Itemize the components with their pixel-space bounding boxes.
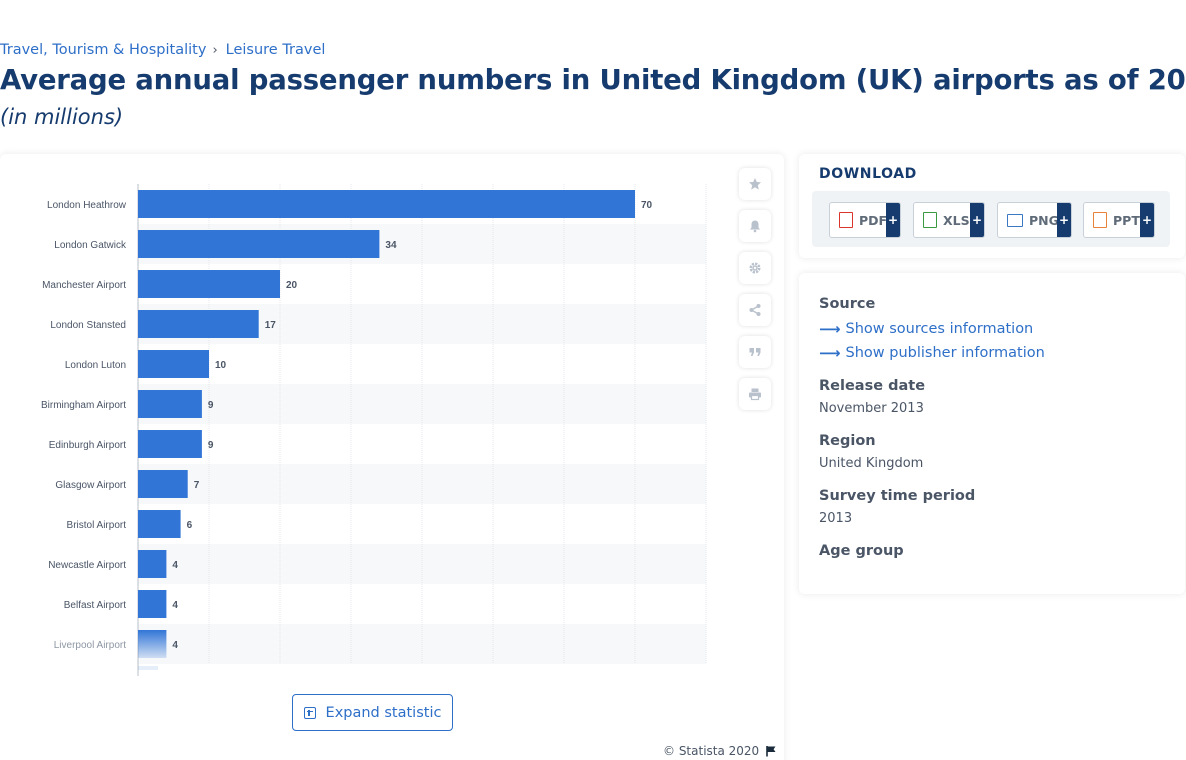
expand-label: Expand statistic — [325, 704, 442, 721]
bar — [138, 230, 380, 258]
data-label: 6 — [187, 520, 193, 531]
data-label: 20 — [286, 280, 298, 291]
copyright: © Statista 2020 — [663, 744, 777, 758]
category-label: London Luton — [65, 360, 126, 371]
info-panel: Source ⟶ Show sources information ⟶ Show… — [799, 273, 1185, 594]
bar-cutoff — [138, 666, 158, 670]
bar — [138, 310, 259, 338]
category-label: London Stansted — [50, 320, 126, 331]
category-label: Liverpool Airport — [54, 640, 126, 651]
chart-card: London Heathrow 70 London Gatwick 34 Manches… — [0, 154, 784, 760]
bar — [138, 350, 209, 378]
settings-button[interactable] — [739, 252, 771, 284]
data-label: 10 — [215, 360, 227, 371]
share-button[interactable] — [739, 294, 771, 326]
quote-icon — [749, 348, 761, 356]
release-date-value: November 2013 — [819, 401, 924, 416]
survey-period-value: 2013 — [819, 511, 853, 526]
download-pdf-label: PDF — [859, 212, 888, 228]
bell-icon — [750, 220, 760, 233]
bar — [138, 390, 202, 418]
breadcrumb-separator: › — [212, 42, 218, 58]
category-label: London Heathrow — [47, 200, 127, 211]
bar — [138, 270, 280, 298]
category-label: London Gatwick — [54, 240, 127, 251]
download-strip: PDF + XLS + PNG + PPT + — [812, 191, 1170, 247]
download-title: DOWNLOAD — [819, 166, 917, 182]
ppt-file-icon — [1093, 212, 1107, 228]
category-label: Bristol Airport — [67, 520, 127, 531]
data-label: 4 — [172, 560, 178, 571]
data-label: 4 — [172, 600, 178, 611]
category-label: Birmingham Airport — [41, 400, 126, 411]
download-xls-plus: + — [970, 203, 984, 237]
cite-button[interactable] — [739, 336, 771, 368]
show-sources-link[interactable]: ⟶ Show sources information — [819, 320, 1033, 338]
data-label: 4 — [172, 640, 178, 651]
expand-statistic-button[interactable]: Expand statistic — [292, 694, 453, 731]
pdf-file-icon — [839, 212, 853, 228]
bar-chart: London Heathrow 70 London Gatwick 34 Manches… — [41, 184, 707, 676]
bar — [138, 510, 181, 538]
show-publisher-link[interactable]: ⟶ Show publisher information — [819, 344, 1045, 362]
survey-period-heading: Survey time period — [819, 488, 976, 504]
download-png-label: PNG — [1029, 212, 1059, 228]
flag-icon[interactable] — [765, 745, 777, 757]
category-label: Belfast Airport — [64, 600, 126, 611]
bar — [138, 190, 635, 218]
category-label: Glasgow Airport — [55, 480, 126, 491]
notification-button[interactable] — [739, 210, 771, 242]
show-sources-label: Show sources information — [845, 321, 1034, 337]
star-icon — [749, 178, 761, 190]
download-ppt-label: PPT — [1113, 212, 1140, 228]
release-date-heading: Release date — [819, 378, 926, 394]
data-label: 9 — [208, 400, 214, 411]
print-button[interactable] — [739, 378, 771, 410]
bar — [138, 470, 188, 498]
source-heading: Source — [819, 296, 876, 312]
xls-file-icon — [923, 212, 937, 228]
print-icon — [749, 388, 761, 401]
category-label: Manchester Airport — [42, 280, 126, 291]
share-icon — [749, 304, 761, 316]
category-label: Edinburgh Airport — [49, 440, 126, 451]
png-file-icon — [1007, 213, 1023, 227]
breadcrumb: Travel, Tourism & Hospitality › Leisure … — [0, 42, 325, 58]
gear-icon — [749, 262, 761, 274]
download-ppt-button[interactable]: PPT + — [1083, 202, 1155, 238]
page-subtitle: (in millions) — [0, 105, 124, 129]
download-xls-label: XLS — [943, 212, 970, 228]
arrow-right-icon: ⟶ — [819, 320, 841, 338]
download-png-plus: + — [1057, 203, 1071, 237]
bar — [138, 550, 167, 578]
download-ppt-plus: + — [1140, 203, 1154, 237]
copyright-text[interactable]: © Statista 2020 — [663, 744, 760, 758]
download-pdf-button[interactable]: PDF + — [829, 202, 901, 238]
data-label: 70 — [641, 200, 653, 211]
bar — [138, 630, 167, 658]
data-label: 9 — [208, 440, 214, 451]
breadcrumb-link-travel[interactable]: Travel, Tourism & Hospitality — [0, 42, 207, 58]
age-group-heading: Age group — [819, 543, 904, 559]
category-label: Newcastle Airport — [48, 560, 126, 571]
download-png-button[interactable]: PNG + — [997, 202, 1072, 238]
region-heading: Region — [819, 433, 876, 449]
show-publisher-label: Show publisher information — [845, 345, 1045, 361]
chart-toolbar — [739, 168, 771, 420]
expand-icon — [303, 706, 316, 719]
download-xls-button[interactable]: XLS + — [913, 202, 985, 238]
download-panel: DOWNLOAD PDF + XLS + PNG + PPT + — [799, 154, 1185, 258]
bar — [138, 430, 202, 458]
data-label: 17 — [265, 320, 277, 331]
breadcrumb-link-leisure[interactable]: Leisure Travel — [225, 42, 326, 58]
region-value: United Kingdom — [819, 456, 924, 471]
data-label: 34 — [385, 240, 397, 251]
download-pdf-plus: + — [886, 203, 900, 237]
data-label: 7 — [194, 480, 200, 491]
favorite-button[interactable] — [739, 168, 771, 200]
bar — [138, 590, 167, 618]
arrow-right-icon: ⟶ — [819, 344, 841, 362]
page-title: Average annual passenger numbers in Unit… — [0, 64, 1186, 96]
